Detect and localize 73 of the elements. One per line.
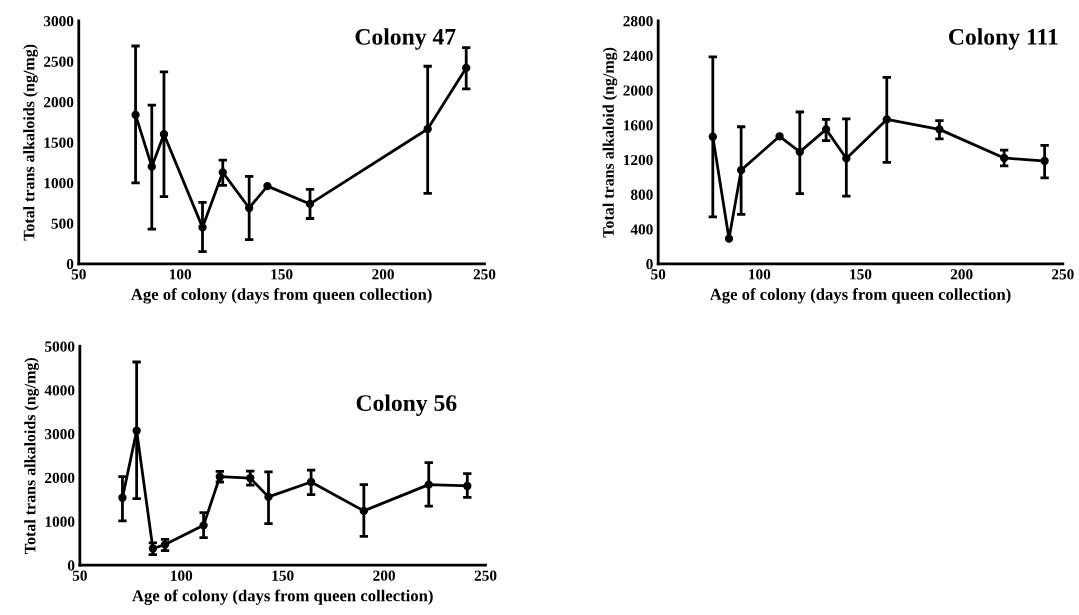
chart-title: Colony 47 xyxy=(355,28,456,50)
y-tick-label: 3000 xyxy=(45,428,75,440)
y-tick-label: 4000 xyxy=(44,385,75,396)
y-tick-label: 500 xyxy=(51,218,74,229)
y-tick-label: 1200 xyxy=(624,154,653,166)
point xyxy=(264,492,273,502)
point xyxy=(263,181,272,191)
y-tick-label: 2800 xyxy=(623,16,653,27)
point xyxy=(736,165,746,175)
y-tick-label: 1000 xyxy=(45,516,75,527)
y-tick-label: 0 xyxy=(646,258,653,270)
point xyxy=(159,130,169,139)
point xyxy=(935,125,944,134)
point xyxy=(882,115,891,124)
point xyxy=(462,63,471,73)
x-tick-label: 50 xyxy=(71,269,86,280)
point xyxy=(708,132,717,141)
y-tick-label: 1600 xyxy=(624,120,653,131)
point xyxy=(118,493,127,502)
point xyxy=(842,154,851,163)
y-tick-label: 0 xyxy=(66,258,74,270)
point xyxy=(1040,156,1049,166)
x-tick-label: 150 xyxy=(850,269,872,280)
x-tick-label: 100 xyxy=(171,570,193,581)
x-axis-title: Age of colony (days from queen collection) xyxy=(709,288,1011,304)
y-tick-label: 3000 xyxy=(43,16,74,27)
point xyxy=(218,168,227,177)
x-tick-label: 150 xyxy=(272,570,294,581)
point xyxy=(306,477,316,487)
point xyxy=(131,110,140,120)
point xyxy=(795,147,804,157)
x-axis-title: Age of colony (days from queen collection) xyxy=(132,589,433,605)
point xyxy=(724,234,734,243)
x-tick-label: 100 xyxy=(169,269,192,280)
x-tick-label: 250 xyxy=(1052,269,1074,280)
point xyxy=(147,162,156,171)
y-tick-label: 2000 xyxy=(43,97,74,108)
y-tick-label: 2400 xyxy=(623,50,653,62)
point xyxy=(244,203,254,213)
y-tick-label: 1500 xyxy=(44,137,74,148)
point xyxy=(423,124,432,134)
x-tick-label: 200 xyxy=(373,570,395,581)
y-tick-label: 400 xyxy=(630,224,653,235)
text: Colony 56 xyxy=(356,394,457,416)
x-tick-label: 250 xyxy=(474,570,497,581)
y-axis-title: Total trans alkaloid (ng/mg) xyxy=(602,47,618,238)
y-tick-label: 2000 xyxy=(623,85,653,96)
point xyxy=(424,480,433,489)
point xyxy=(463,481,472,491)
point xyxy=(821,125,831,134)
point xyxy=(199,521,208,530)
x-tick-label: 50 xyxy=(651,269,666,280)
x-axis-title: Age of colony (days from queen collection) xyxy=(131,288,432,304)
y-tick-label: 1000 xyxy=(44,178,74,189)
point xyxy=(775,132,784,141)
point xyxy=(198,223,207,232)
x-tick-label: 200 xyxy=(372,269,394,280)
x-tick-label: 200 xyxy=(950,269,973,280)
y-tick-label: 800 xyxy=(630,189,653,200)
x-tick-label: 100 xyxy=(749,269,771,280)
point xyxy=(132,426,141,435)
y-axis-title: Total trans alkaloids (ng/mg) xyxy=(24,357,39,554)
point xyxy=(359,506,369,516)
y-tick-label: 0 xyxy=(67,560,75,571)
x-tick-label: 150 xyxy=(271,269,293,280)
point xyxy=(305,199,315,209)
chart-title: Colony 111 xyxy=(949,28,1058,50)
y-axis-title: Total trans alkaloids (ng/mg) xyxy=(23,44,38,241)
y-tick-label: 2000 xyxy=(45,472,75,484)
y-tick-label: 2500 xyxy=(43,56,74,67)
x-tick-label: 250 xyxy=(473,269,496,280)
y-tick-label: 5000 xyxy=(45,341,75,352)
x-tick-label: 50 xyxy=(72,570,87,581)
